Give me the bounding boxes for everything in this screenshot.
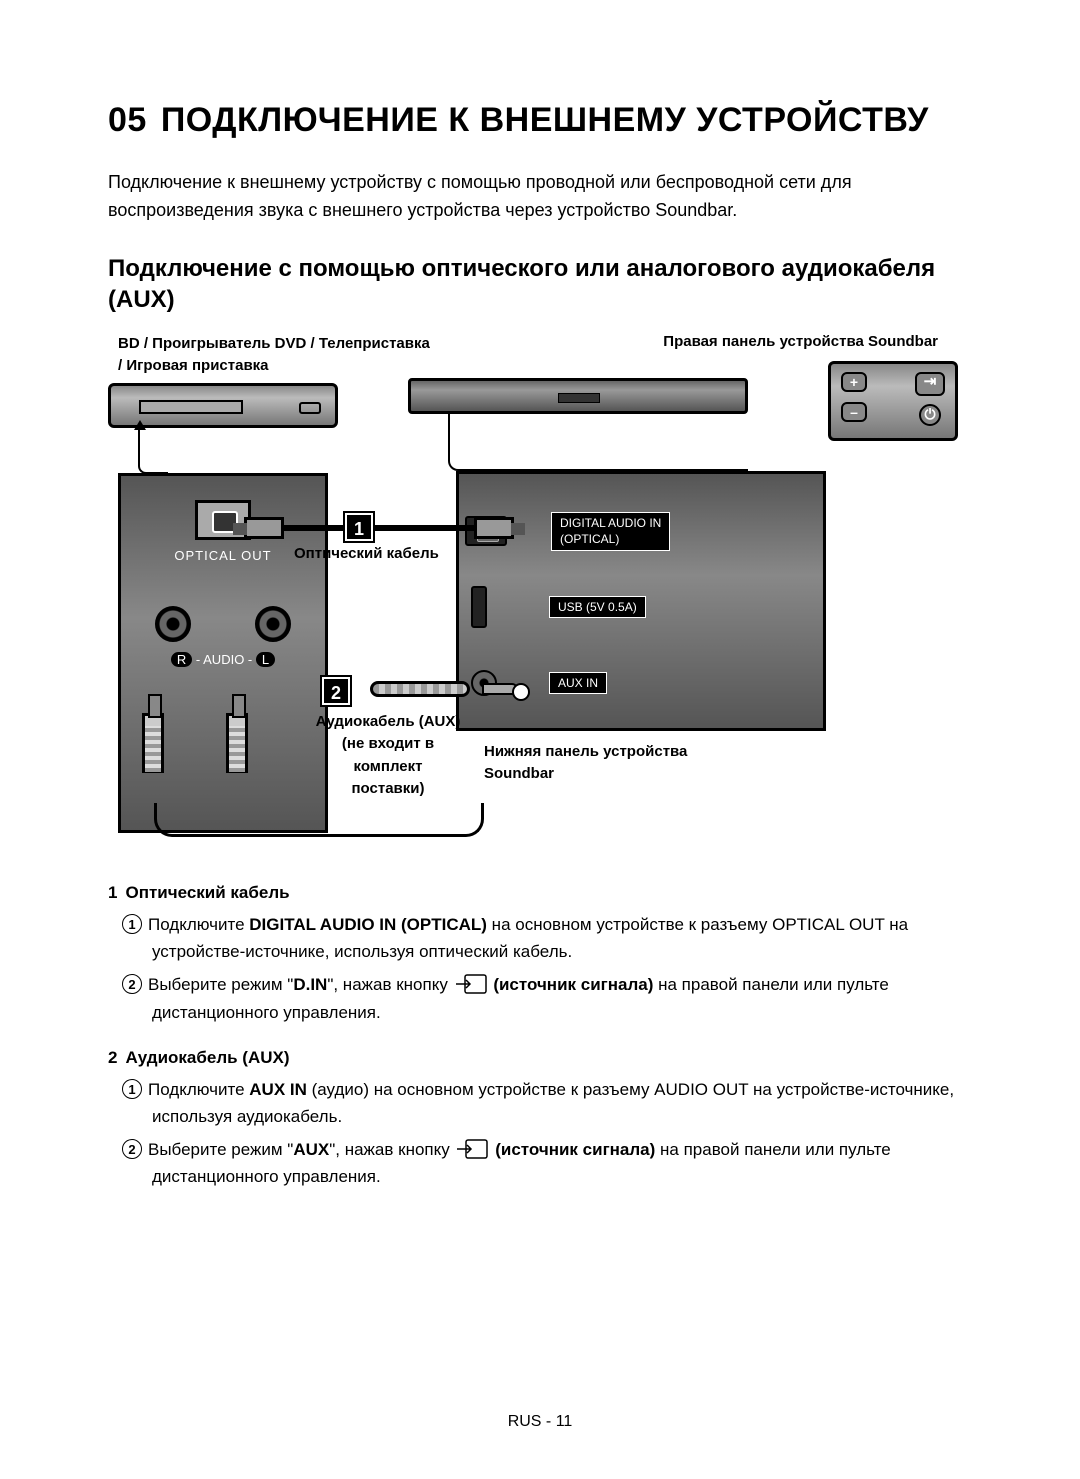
step-1-num: 1 <box>108 883 117 903</box>
chapter-title: 05 ПОДКЛЮЧЕНИЕ К ВНЕШНЕМУ УСТРОЙСТВУ <box>108 100 972 141</box>
label-right-panel: Правая панель устройства Soundbar <box>663 333 938 350</box>
source-back-panel: OPTICAL OUT R - AUDIO - L <box>118 473 328 833</box>
label-source-device: BD / Проигрыватель DVD / Телеприставка /… <box>118 333 438 378</box>
power-btn-icon: ⏻ <box>919 404 941 426</box>
optical-out-port-icon <box>195 500 251 540</box>
circ-1b-icon: 1 <box>122 1079 142 1099</box>
connection-diagram: BD / Проигрыватель DVD / Телеприставка /… <box>108 333 968 853</box>
rca-r-port-icon <box>155 606 191 642</box>
audio-text: - AUDIO - <box>196 652 252 667</box>
rca-plug-l-icon <box>226 713 248 773</box>
usb-label: USB (5V 0.5A) <box>549 596 646 618</box>
step-2-bullet-2: 2Выберите режим "AUX", нажав кнопку (ист… <box>108 1136 972 1190</box>
aux-cable-body-icon <box>370 681 470 697</box>
right-panel-icon: + – ⇥ ⏻ <box>828 361 958 441</box>
rca-plug-r-icon <box>142 713 164 773</box>
chapter-num: 05 <box>108 100 147 141</box>
badge-2-icon: 2 <box>322 677 350 705</box>
usb-port-icon <box>471 586 487 628</box>
aux-cable-label: Аудиокабель (AUX) (не входит в комплект … <box>308 711 468 801</box>
aux-jack-icon <box>482 683 518 695</box>
aux-cable-icon <box>352 675 492 703</box>
step-1-bullet-1: 1Подключите DIGITAL AUDIO IN (OPTICAL) н… <box>108 911 972 965</box>
chapter-title-text: ПОДКЛЮЧЕНИЕ К ВНЕШНЕМУ УСТРОЙСТВУ <box>161 101 929 139</box>
source-icon <box>455 974 487 994</box>
intro-paragraph: Подключение к внешнему устройству с помо… <box>108 169 972 225</box>
audio-rl-label: R - AUDIO - L <box>121 652 325 667</box>
step-1-title: 1 Оптический кабель <box>108 883 972 903</box>
vol-up-icon: + <box>841 372 867 392</box>
step-2-bullet-1: 1Подключите AUX IN (аудио) на основном у… <box>108 1076 972 1130</box>
soundbar-icon <box>408 378 748 414</box>
step-1-title-text: Оптический кабель <box>125 883 289 902</box>
step-2: 2 Аудиокабель (AUX) 1Подключите AUX IN (а… <box>108 1048 972 1191</box>
step-2-title-text: Аудиокабель (AUX) <box>125 1048 289 1067</box>
section-title: Подключение с помощью оптического или ан… <box>108 253 972 315</box>
soundbar-bottom-label: Нижняя панель устройства Soundbar <box>484 741 687 786</box>
optical-cable-label: Оптический кабель <box>294 545 439 562</box>
aux-in-label: AUX IN <box>549 672 607 694</box>
vol-down-icon: – <box>841 402 867 422</box>
aux-wire-icon <box>154 803 484 837</box>
source-icon <box>456 1139 488 1159</box>
step-1: 1 Оптический кабель 1Подключите DIGITAL A… <box>108 883 972 1026</box>
circ-1-icon: 1 <box>122 914 142 934</box>
page-footer: RUS - 11 <box>0 1413 1080 1431</box>
leader-soundbar <box>448 413 748 471</box>
step-2-num: 2 <box>108 1048 117 1068</box>
step-2-title: 2 Аудиокабель (AUX) <box>108 1048 972 1068</box>
step-1-bullet-2: 2Выберите режим "D.IN", нажав кнопку (ис… <box>108 971 972 1025</box>
circ-2b-icon: 2 <box>122 1139 142 1159</box>
optical-in-label: DIGITAL AUDIO IN(OPTICAL) <box>551 512 670 551</box>
circ-2-icon: 2 <box>122 974 142 994</box>
rca-l-port-icon <box>255 606 291 642</box>
leader-bd <box>138 428 168 474</box>
optical-in-port-icon <box>465 516 507 546</box>
tag-r: R <box>171 652 192 667</box>
tag-l: L <box>256 652 275 667</box>
source-btn-icon: ⇥ <box>915 372 945 396</box>
badge-1-icon: 1 <box>345 513 373 541</box>
